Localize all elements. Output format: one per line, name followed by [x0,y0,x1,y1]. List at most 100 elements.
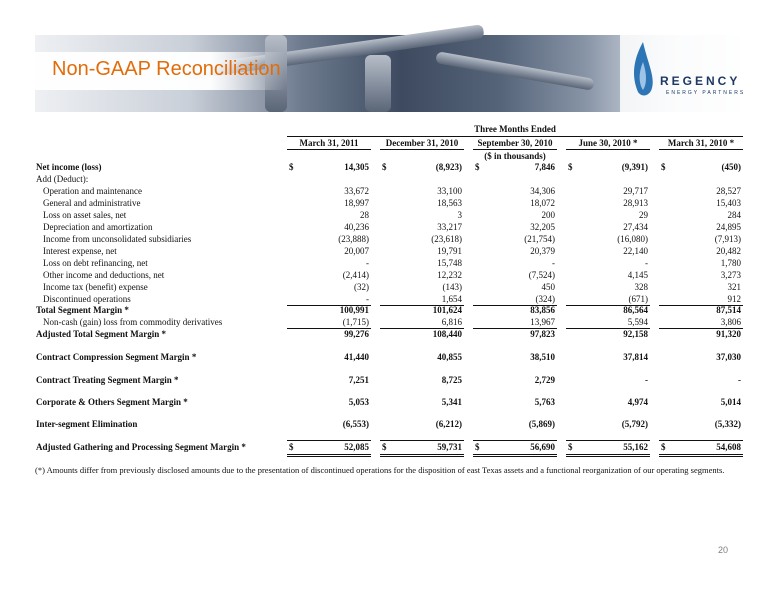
pipe [435,51,595,91]
rule [380,440,464,441]
cell-value: (32) [354,282,369,292]
cell-value: (9,391) [621,162,648,172]
cell-value: 321 [727,282,742,292]
cell-value: 59,731 [437,442,462,452]
cell-value: 34,306 [530,186,555,196]
cell-value: (7,524) [528,270,555,280]
rule [287,328,371,329]
rule [287,136,743,137]
rule [287,454,371,455]
slide-title: Non-GAAP Reconciliation [52,58,281,80]
cell-value: 18,563 [437,198,462,208]
cell-value: 91,320 [716,329,741,339]
cell-value: 3 [457,210,463,220]
rule [659,328,743,329]
logo-name: REGENCY [660,74,741,88]
cell-value: 33,672 [344,186,369,196]
cell-value: 99,276 [344,329,369,339]
cell-value: 3,273 [720,270,741,280]
cell-value: 13,967 [530,317,555,327]
cell-value: (6,212) [435,419,462,429]
cell-value: 1,780 [720,258,741,268]
column-header: December 31, 2010 [385,138,459,148]
cell-value: 22,140 [623,246,648,256]
cell-value: 97,823 [530,329,555,339]
cell-value: - [366,258,369,268]
rule [659,149,743,150]
rule [287,456,371,457]
rule [659,454,743,455]
cell-value: 40,855 [437,352,462,362]
rule [659,305,743,306]
cell-value: 4,145 [627,270,648,280]
cell-value: 28,913 [623,198,648,208]
cell-value: 6,816 [441,317,462,327]
rule [380,149,464,150]
cell-value: 41,440 [344,352,369,362]
row-label: Adjusted Total Segment Margin * [36,329,167,339]
cell-value: 33,100 [437,186,462,196]
cell-value: 12,232 [437,270,462,280]
cell-value: (8,923) [435,162,462,172]
cell-value: (23,618) [431,234,462,244]
cell-value: - [738,375,741,385]
currency-sign: $ [568,162,573,172]
row-label: General and administrative [43,198,141,208]
cell-value: 200 [541,210,556,220]
cell-value: 86,564 [623,305,648,315]
rule [287,149,371,150]
cell-value: 40,236 [344,222,369,232]
rule [566,454,650,455]
cell-value: (5,792) [621,419,648,429]
cell-value: 20,482 [716,246,741,256]
row-label: Income from unconsolidated subsidiaries [43,234,192,244]
cell-value: 20,379 [530,246,555,256]
currency-sign: $ [475,162,480,172]
cell-value: 29 [639,210,648,220]
title-backdrop [35,52,285,90]
cell-value: (1,715) [342,317,369,327]
footnote: (*) Amounts differ from previously discl… [35,465,725,475]
cell-value: 92,158 [623,329,648,339]
currency-sign: $ [289,162,294,172]
rule [473,454,557,455]
cell-value: 108,440 [432,329,462,339]
rule [566,305,650,306]
cell-value: 19,791 [437,246,462,256]
rule [380,456,464,457]
column-header: September 30, 2010 [477,138,553,148]
cell-value: (7,913) [714,234,741,244]
cell-value: (5,869) [528,419,555,429]
group-header: Three Months Ended [474,124,556,134]
cell-value: 24,895 [716,222,741,232]
cell-value: 3,806 [720,317,741,327]
cell-value: (324) [535,294,556,304]
rule [659,440,743,441]
cell-value: 912 [727,294,742,304]
page-number: 20 [718,545,729,555]
row-label: Operation and maintenance [43,186,142,196]
cell-value: (450) [721,162,742,172]
row-label: Loss on debt refinancing, net [43,258,148,268]
cell-value: 28 [360,210,369,220]
cell-value: 15,403 [716,198,741,208]
cell-value: 54,608 [716,442,741,452]
cell-value: 37,814 [623,352,648,362]
row-label: Depreciation and amortization [43,222,153,232]
cell-value: 15,748 [437,258,462,268]
rule [566,149,650,150]
cell-value: 28,527 [716,186,741,196]
cell-value: 37,030 [716,352,741,362]
cell-value: 27,434 [623,222,648,232]
cell-value: 29,717 [623,186,648,196]
cell-value: (2,414) [342,270,369,280]
cell-value: (16,080) [617,234,648,244]
cell-value: 56,690 [530,442,555,452]
cell-value: 18,997 [344,198,369,208]
cell-value: - [366,294,369,304]
cell-value: 38,510 [530,352,555,362]
row-label: Total Segment Margin * [36,305,129,315]
cell-value: 52,085 [344,442,369,452]
cell-value: (21,754) [524,234,555,244]
